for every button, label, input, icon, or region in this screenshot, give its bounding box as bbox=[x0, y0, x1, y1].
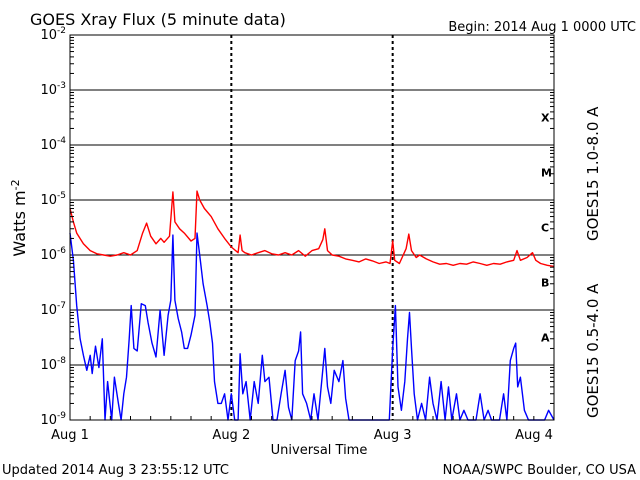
y-axis-label-text: Watts m bbox=[10, 190, 29, 256]
y-tick-base: 10 bbox=[40, 138, 57, 153]
y-tick-exponent: -8 bbox=[57, 356, 66, 366]
y-tick-base: 10 bbox=[40, 193, 57, 208]
y-axis-label-sup: -2 bbox=[9, 179, 22, 190]
x-tick-label: Aug 3 bbox=[374, 428, 412, 443]
y-tick-exponent: -6 bbox=[57, 246, 66, 256]
y-tick-label: 10-3 bbox=[40, 81, 66, 98]
y-tick-label: 10-6 bbox=[40, 246, 66, 263]
flare-class-label: X bbox=[541, 112, 550, 125]
y-tick-label: 10-2 bbox=[40, 26, 66, 43]
y-tick-label: 10-8 bbox=[40, 356, 66, 373]
chart-title: GOES Xray Flux (5 minute data) bbox=[30, 10, 286, 29]
x-tick-label: Aug 1 bbox=[51, 428, 89, 443]
y-tick-base: 10 bbox=[40, 248, 57, 263]
y-tick-base: 10 bbox=[40, 413, 57, 428]
series-line-goes15-long bbox=[69, 190, 555, 268]
y-tick-label: 10-7 bbox=[40, 301, 66, 318]
y-tick-label: 10-4 bbox=[40, 136, 66, 153]
x-tick-label: Aug 2 bbox=[212, 428, 250, 443]
flare-class-label: C bbox=[541, 222, 549, 235]
y-tick-base: 10 bbox=[40, 303, 57, 318]
legend-series-goes15-short: GOES15 0.5-4.0 A bbox=[584, 283, 602, 418]
series-layer bbox=[69, 190, 555, 421]
y-axis-label: Watts m-2 bbox=[9, 179, 29, 256]
y-tick-exponent: -2 bbox=[57, 26, 66, 36]
flare-class-label: A bbox=[541, 332, 550, 345]
grid-layer bbox=[70, 35, 554, 420]
y-tick-base: 10 bbox=[40, 28, 57, 43]
y-tick-exponent: -4 bbox=[57, 136, 66, 146]
y-tick-exponent: -9 bbox=[57, 411, 66, 421]
x-tick-label: Aug 4 bbox=[515, 428, 553, 443]
flare-class-label: B bbox=[541, 277, 549, 290]
y-tick-base: 10 bbox=[40, 358, 57, 373]
updated-timestamp: Updated 2014 Aug 3 23:55:12 UTC bbox=[2, 463, 229, 478]
y-tick-exponent: -7 bbox=[57, 301, 66, 311]
flare-class-label: M bbox=[541, 167, 552, 180]
x-axis-label: Universal Time bbox=[271, 443, 368, 458]
agency-credit: NOAA/SWPC Boulder, CO USA bbox=[443, 463, 636, 478]
y-tick-label: 10-9 bbox=[40, 411, 66, 428]
series-line-goes15-short bbox=[69, 232, 555, 421]
legend-series-goes15-long: GOES15 1.0-8.0 A bbox=[584, 106, 602, 241]
y-tick-base: 10 bbox=[40, 83, 57, 98]
y-tick-exponent: -5 bbox=[57, 191, 66, 201]
y-tick-exponent: -3 bbox=[57, 81, 66, 91]
y-tick-label: 10-5 bbox=[40, 191, 66, 208]
begin-time-label: Begin: 2014 Aug 1 0000 UTC bbox=[448, 20, 636, 35]
